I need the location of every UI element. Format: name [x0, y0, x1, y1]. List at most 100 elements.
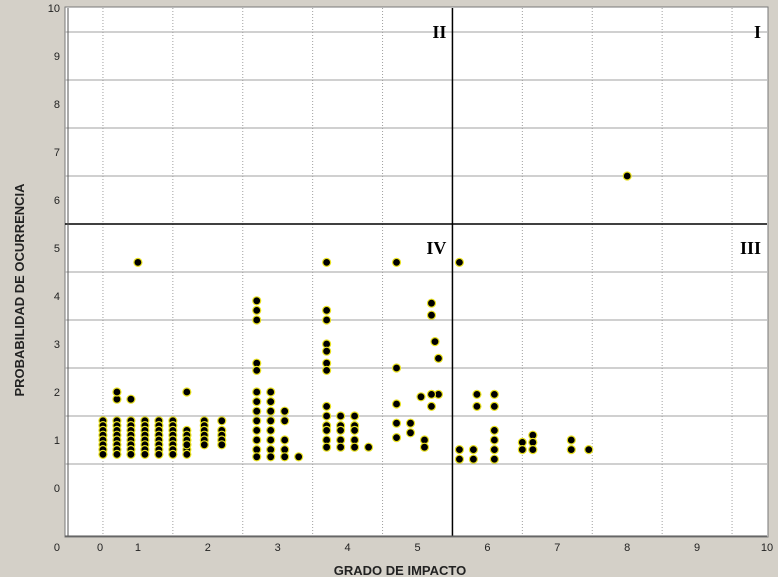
x-tick-label: 7: [554, 542, 560, 554]
y-tick-label: 2: [54, 387, 60, 399]
y-tick-label: 10: [48, 3, 60, 15]
quadrant-label: I: [754, 22, 761, 42]
data-points: [98, 171, 632, 464]
y-tick-label: 0: [54, 483, 60, 495]
data-point: [252, 365, 262, 375]
y-tick-label: 8: [54, 99, 60, 111]
data-point: [266, 387, 276, 397]
data-point: [252, 397, 262, 407]
data-point: [126, 394, 136, 404]
data-point: [266, 435, 276, 445]
x-axis-title: GRADO DE IMPACTO: [334, 563, 466, 577]
quadrant-label: II: [432, 22, 446, 42]
y-tick-label: 9: [54, 51, 60, 63]
grid-layer: [65, 8, 767, 536]
data-point: [280, 435, 290, 445]
x-tick-label: 5: [414, 542, 420, 554]
data-point: [140, 449, 150, 459]
y-tick-label: 1: [54, 435, 60, 447]
data-point: [416, 392, 426, 402]
data-point: [336, 442, 346, 452]
x-tick-label: 1: [135, 542, 141, 554]
data-point: [391, 433, 402, 443]
data-point: [622, 171, 632, 181]
data-point: [322, 401, 332, 411]
data-point: [126, 449, 136, 459]
data-point: [182, 387, 192, 397]
x-tick-label: 9: [694, 542, 700, 554]
data-point: [454, 445, 465, 455]
data-point: [584, 445, 594, 455]
corner-tick-label: 0: [54, 542, 60, 554]
data-point: [454, 257, 465, 267]
data-point: [468, 454, 479, 464]
data-point: [112, 449, 122, 459]
axis-strip: [65, 8, 767, 537]
data-point: [266, 397, 276, 407]
quadrant-dividers: [65, 8, 767, 536]
data-point: [489, 389, 499, 399]
data-point: [182, 449, 192, 459]
data-point: [472, 389, 482, 399]
y-tick-label: 5: [54, 243, 60, 255]
y-axis-title: PROBABILIDAD DE OCURRENCIA: [12, 183, 27, 397]
data-point: [168, 449, 178, 459]
data-point: [472, 401, 482, 411]
data-point: [154, 449, 164, 459]
data-point: [454, 454, 465, 464]
data-point: [363, 442, 374, 452]
data-point: [252, 315, 262, 325]
data-point: [266, 416, 276, 426]
x-tick-label: 3: [275, 542, 281, 554]
data-point: [468, 445, 479, 455]
x-tick-label: 0: [97, 542, 103, 554]
data-point: [566, 445, 576, 455]
data-point: [252, 305, 262, 315]
data-point: [252, 435, 262, 445]
data-point: [133, 257, 143, 267]
data-point: [217, 440, 227, 450]
data-point: [322, 315, 332, 325]
quadrant-label: IV: [426, 238, 446, 258]
data-point: [199, 440, 209, 450]
x-tick-label: 2: [205, 542, 211, 554]
data-point: [489, 425, 499, 435]
data-point: [98, 449, 108, 459]
data-point: [322, 365, 332, 375]
data-point: [112, 387, 122, 397]
data-point: [489, 454, 499, 464]
data-point: [336, 425, 346, 435]
data-point: [426, 310, 437, 320]
data-point: [280, 406, 290, 416]
data-point: [405, 428, 416, 438]
data-point: [280, 452, 290, 462]
data-point: [252, 425, 262, 435]
data-point: [322, 305, 332, 315]
data-point: [489, 445, 499, 455]
quadrant-label: III: [740, 238, 761, 258]
data-point: [322, 346, 332, 356]
data-point: [182, 440, 192, 450]
data-point: [566, 435, 576, 445]
data-point: [252, 416, 262, 426]
data-point: [391, 418, 402, 428]
data-point: [252, 406, 262, 416]
data-point: [489, 401, 499, 411]
y-tick-label: 3: [54, 339, 60, 351]
data-point: [433, 353, 444, 363]
data-point: [349, 425, 360, 435]
data-point: [391, 399, 402, 409]
data-point: [419, 442, 430, 452]
data-point: [252, 452, 262, 462]
data-point: [322, 442, 332, 452]
x-tick-label: 4: [345, 542, 351, 554]
data-point: [517, 445, 527, 455]
y-tick-label: 6: [54, 195, 60, 207]
data-point: [528, 445, 538, 455]
data-point: [266, 425, 276, 435]
data-point: [322, 425, 332, 435]
data-point: [426, 389, 437, 399]
x-tick-label: 10: [761, 542, 773, 554]
y-tick-labels: 0 1 2 3 4 5 6 7 8 9 10: [48, 3, 60, 495]
